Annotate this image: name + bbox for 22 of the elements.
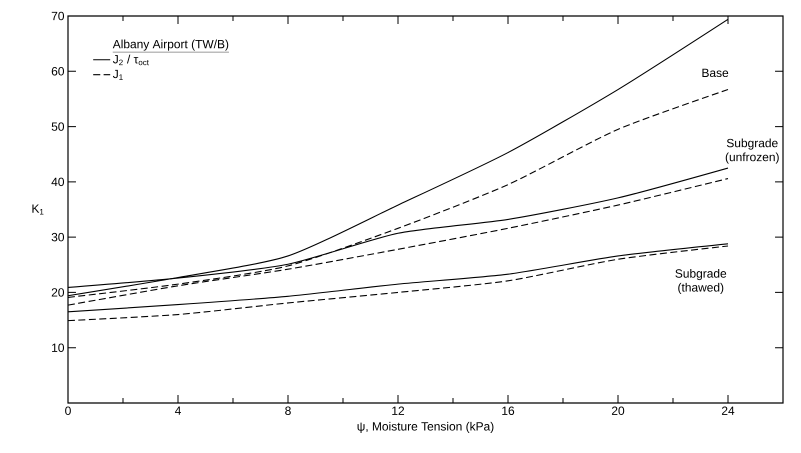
- legend-label: J$_{2}$ / τ$_{oct}$: [112, 54, 149, 66]
- legend-title: Albany Airport (TW/B): [112, 40, 228, 51]
- x-tick-label: 8: [285, 406, 291, 415]
- y-tick-label: 40: [51, 178, 64, 186]
- y-tick-label: 20: [52, 288, 64, 297]
- y-tick-label: 70: [52, 12, 64, 20]
- x-tick-label: 24: [722, 406, 734, 415]
- y-tick-label: 10: [52, 343, 64, 352]
- x-tick-label: 0: [65, 406, 71, 415]
- x-axis-title: ψ, Moisture Tension (kPa): [358, 422, 494, 433]
- y-tick-label: 60: [52, 67, 64, 76]
- x-tick-label: 4: [174, 406, 181, 415]
- legend-label: J$_{1}$: [112, 70, 123, 80]
- annotation: Subgrade (thawed): [675, 268, 726, 294]
- x-tick-label: 16: [502, 406, 514, 415]
- x-tick-label: 12: [392, 406, 404, 415]
- annotation: Subgrade (unfrozen): [726, 138, 779, 164]
- y-tick-label: 50: [52, 122, 64, 131]
- y-axis-title: K$_{1}$: [32, 204, 44, 215]
- annotation: Base: [702, 68, 728, 78]
- x-tick-label: 20: [612, 406, 624, 415]
- y-tick-label: 30: [52, 232, 64, 242]
